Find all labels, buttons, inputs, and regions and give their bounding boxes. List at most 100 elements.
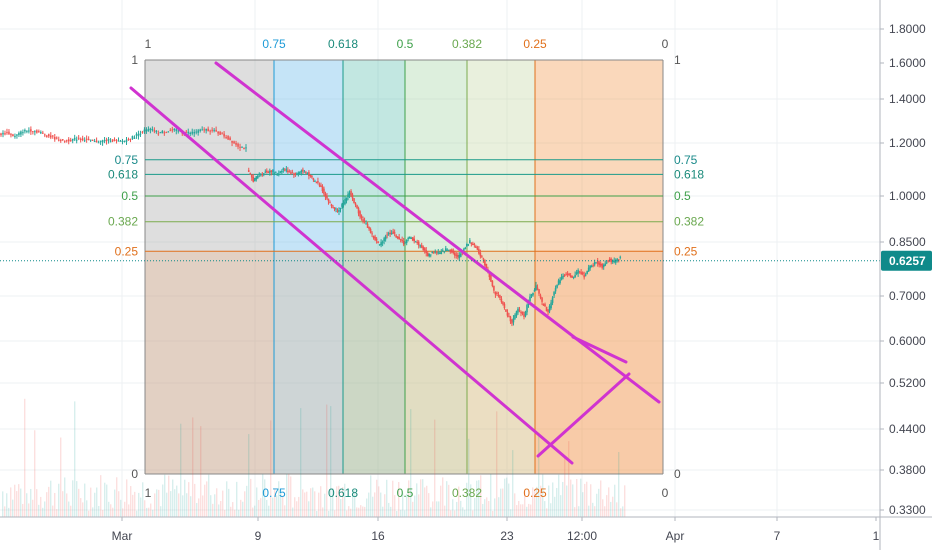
volume-bar [232, 502, 234, 517]
candle-body [10, 134, 12, 136]
volume-bar [126, 479, 128, 517]
volume-bar [144, 500, 146, 517]
channel-line[interactable] [536, 372, 631, 458]
volume-bar [430, 507, 432, 517]
volume-bar [420, 479, 422, 517]
trend-channel[interactable] [129, 61, 661, 465]
candle-body [333, 207, 336, 210]
candle-body [341, 204, 343, 207]
volume-bar [62, 491, 64, 517]
volume-bar [374, 492, 376, 517]
candle-body [414, 241, 417, 243]
volume-bar [492, 510, 494, 517]
candle-body [217, 131, 219, 134]
candle-body [481, 256, 483, 258]
volume-bar [482, 503, 484, 517]
volume-bar [356, 507, 358, 517]
x-tick-label: Mar [112, 529, 133, 543]
volume-bar [376, 479, 378, 517]
fib-time-zone [274, 60, 343, 474]
volume-bar [588, 505, 590, 517]
candle-body [398, 237, 400, 240]
candle-body [284, 169, 286, 171]
candle-body [557, 280, 560, 285]
candle-body [225, 136, 227, 138]
candle-body [219, 131, 221, 135]
channel-line[interactable] [129, 86, 574, 465]
candle-body [354, 203, 357, 205]
volume-bar [272, 497, 274, 517]
volume-bar [478, 480, 480, 517]
channel-line[interactable] [571, 335, 628, 364]
fib-price-label-left: 1 [131, 53, 138, 67]
candle-body [575, 272, 578, 275]
candle-body [22, 132, 24, 134]
candle-body [215, 129, 217, 132]
candle-body [119, 140, 122, 142]
candle-body [99, 140, 102, 142]
candle-body [149, 128, 152, 131]
candle-body [545, 307, 548, 312]
channel-line[interactable] [214, 61, 661, 404]
candle-body [207, 128, 209, 132]
candle-body [311, 175, 313, 178]
candle-body [484, 259, 486, 266]
candle-body [4, 133, 6, 135]
volume-bar [8, 507, 10, 517]
candle-body [177, 130, 180, 132]
volume-bar [106, 484, 108, 517]
candle-body [417, 241, 420, 246]
volume-bar [440, 485, 442, 517]
volume-bar [544, 501, 546, 517]
volume-bar [328, 510, 330, 517]
candle-body [127, 139, 130, 141]
candle-body [350, 190, 352, 196]
candle-body [362, 219, 364, 222]
candle-body [503, 303, 506, 309]
candle-body [479, 252, 482, 257]
candle-body [211, 129, 213, 131]
volume-bar [134, 491, 136, 517]
candle-body [329, 202, 331, 204]
volume-bar [24, 398, 26, 517]
candle-body [323, 188, 325, 194]
volume-bar [352, 491, 354, 517]
volume-bar [326, 404, 328, 517]
candle-body [203, 129, 205, 131]
candle-body [335, 208, 337, 210]
volume-bar [474, 497, 476, 517]
candle-body [511, 319, 513, 324]
fib-time-label-bottom: 0.5 [397, 486, 414, 500]
candle-body [491, 280, 494, 286]
volume-bar [466, 482, 468, 517]
fib-time-label-top: 1 [145, 37, 152, 51]
candle-body [252, 176, 255, 182]
candle-body [113, 139, 116, 141]
candle-body [428, 253, 431, 257]
candle-body [105, 139, 108, 142]
candle-body [425, 250, 428, 254]
volume-bar [184, 479, 186, 517]
candle-body [38, 131, 40, 133]
volume-bar [90, 487, 92, 517]
candle-body [239, 146, 241, 148]
volume-bar [280, 489, 282, 517]
volume-bar [46, 492, 48, 517]
volume-bar [540, 485, 542, 517]
candle-body [264, 171, 267, 173]
grid [0, 0, 880, 517]
candle-body [532, 292, 534, 296]
candle-body [141, 131, 144, 133]
fib-time-label-top: 0.5 [397, 37, 414, 51]
candle-body [380, 242, 382, 246]
volume-bar [74, 401, 76, 517]
candle-body [466, 244, 468, 247]
fib-price-band [145, 251, 663, 474]
candle-body [542, 303, 545, 306]
candle-body [318, 184, 321, 186]
volume-bar [148, 507, 150, 517]
candle-body [281, 170, 283, 173]
candle-body [95, 140, 98, 143]
candle-body [485, 263, 488, 268]
